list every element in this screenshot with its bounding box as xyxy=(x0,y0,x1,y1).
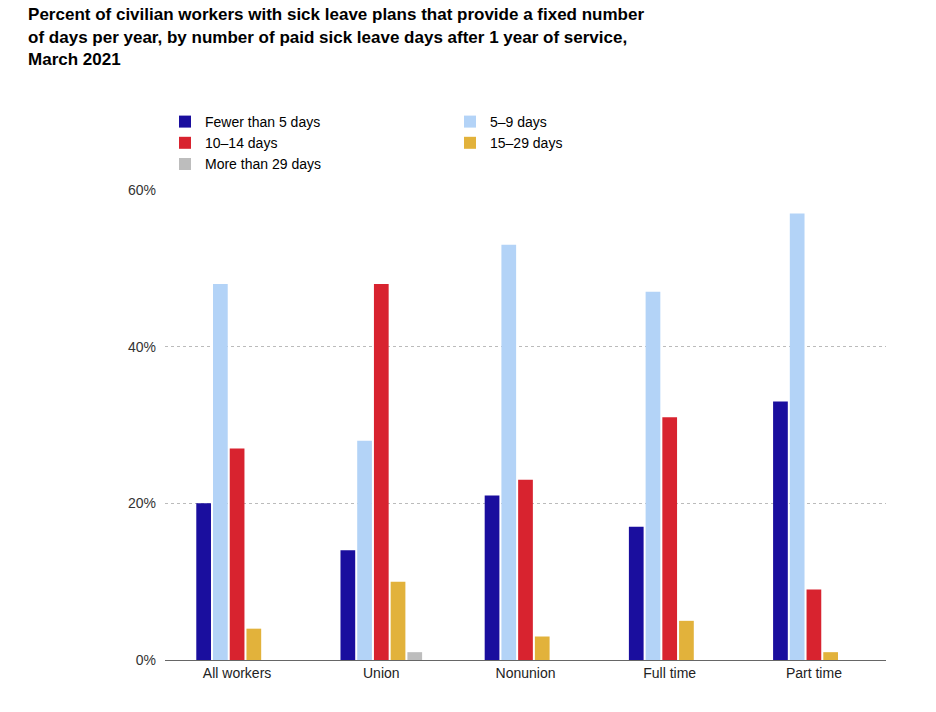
svg-text:Full time: Full time xyxy=(643,665,696,681)
svg-text:Fewer than 5 days: Fewer than 5 days xyxy=(205,114,320,130)
svg-text:60%: 60% xyxy=(128,182,156,198)
svg-text:15–29 days: 15–29 days xyxy=(490,135,562,151)
svg-text:Part time: Part time xyxy=(786,665,842,681)
svg-text:Nonunion: Nonunion xyxy=(496,665,556,681)
svg-text:10–14 days: 10–14 days xyxy=(205,135,277,151)
svg-text:More than 29 days: More than 29 days xyxy=(205,156,321,172)
svg-text:0%: 0% xyxy=(136,652,156,668)
svg-text:5–9 days: 5–9 days xyxy=(490,114,547,130)
svg-text:20%: 20% xyxy=(128,495,156,511)
svg-text:Percent of civilian workers wi: Percent of civilian workers with sick le… xyxy=(28,5,644,68)
svg-text:Union: Union xyxy=(363,665,400,681)
svg-text:All workers: All workers xyxy=(203,665,271,681)
svg-text:40%: 40% xyxy=(128,339,156,355)
